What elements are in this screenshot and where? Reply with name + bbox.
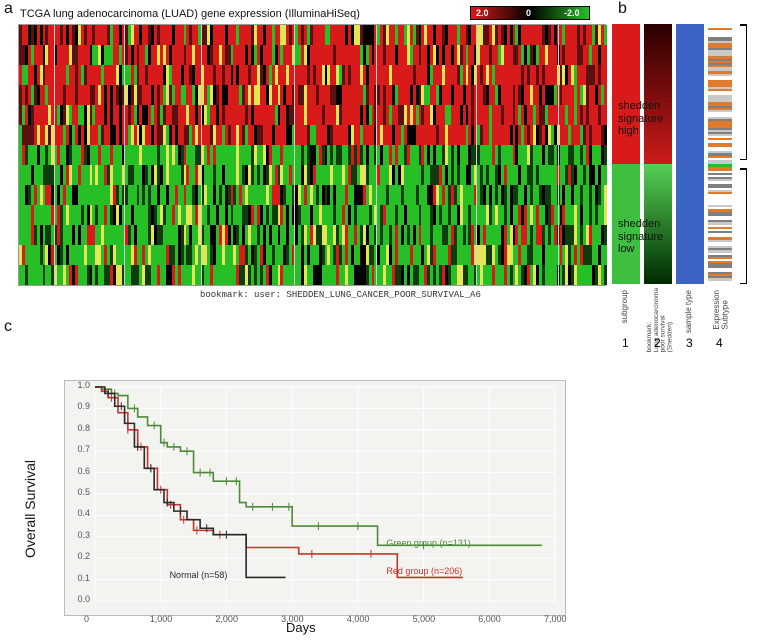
x-tick-label: 5,000 [413, 614, 436, 624]
panel-b-col-3 [676, 24, 704, 284]
heatmap-a [18, 24, 606, 286]
legend-red: Red group (n=206) [386, 566, 462, 576]
x-tick-label: 4,000 [347, 614, 370, 624]
colorbar-right: -2.0 [564, 8, 580, 18]
km-chart [64, 380, 566, 616]
colorbar-left: 2.0 [476, 8, 489, 18]
figure-root: a TCGA lung adenocarcinoma (LUAD) gene e… [0, 0, 760, 641]
x-tick-label: 0 [84, 614, 89, 624]
panel-label-c: c [4, 318, 12, 336]
panel-b-col2-num: 2 [654, 336, 661, 350]
colorbar-mid: 0 [526, 8, 531, 18]
y-tick-label: 1.0 [68, 380, 90, 390]
panel-label-a: a [4, 0, 13, 18]
y-tick-label: 0.0 [68, 594, 90, 604]
panel-b-col1-label: subgroup [621, 290, 629, 323]
legend-green: Green group (n=131) [386, 538, 470, 548]
colorbar-a: 2.0 0 -2.0 [470, 6, 590, 20]
panel-b-col-4 [708, 24, 732, 284]
x-tick-label: 7,000 [544, 614, 567, 624]
y-tick-label: 0.2 [68, 551, 90, 561]
x-tick-label: 3,000 [281, 614, 304, 624]
y-tick-label: 0.4 [68, 508, 90, 518]
x-tick-label: 6,000 [478, 614, 501, 624]
panel-b-col4-label: Expression Subtype [713, 290, 730, 330]
signature-high-label: shedden signature high [618, 100, 663, 138]
panel-a-title: TCGA lung adenocarcinoma (LUAD) gene exp… [20, 8, 360, 20]
y-tick-label: 0.9 [68, 401, 90, 411]
y-tick-label: 0.8 [68, 423, 90, 433]
panel-b-col3-label: sample type [685, 290, 693, 333]
y-tick-label: 0.1 [68, 573, 90, 583]
bracket-low [740, 168, 747, 284]
chart-c-ylabel: Overall Survival [22, 460, 38, 558]
bracket-high [740, 24, 747, 160]
panel-b-col3-num: 3 [686, 336, 693, 350]
x-tick-label: 2,000 [215, 614, 238, 624]
panel-a-bookmark: bookmark: user: SHEDDEN_LUNG_CANCER_POOR… [200, 290, 481, 300]
y-tick-label: 0.7 [68, 444, 90, 454]
y-tick-label: 0.3 [68, 530, 90, 540]
panel-b-col4-num: 4 [716, 336, 723, 350]
signature-low-label: shedden signature low [618, 218, 663, 256]
y-tick-label: 0.6 [68, 466, 90, 476]
legend-black: Normal (n=58) [170, 570, 228, 580]
y-tick-label: 0.5 [68, 487, 90, 497]
x-tick-label: 1,000 [150, 614, 173, 624]
panel-b-col1-num: 1 [622, 336, 629, 350]
panel-label-b: b [618, 0, 627, 18]
